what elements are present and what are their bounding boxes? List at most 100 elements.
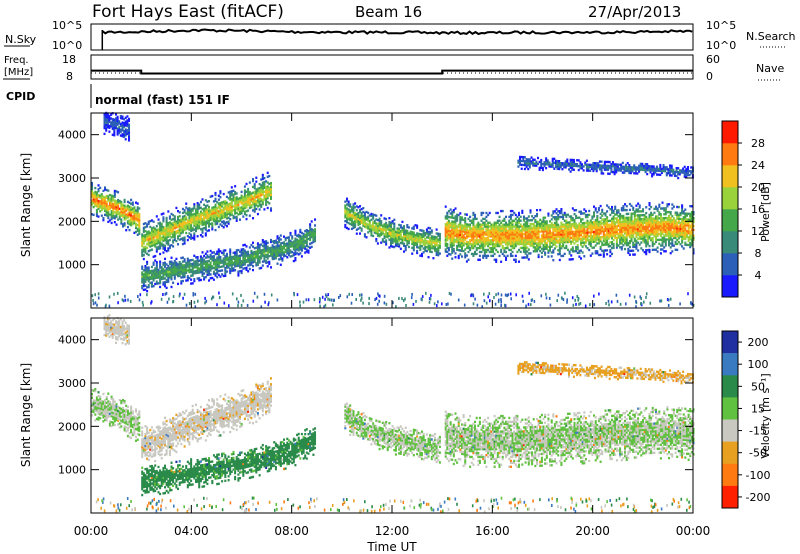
heatmap-cell: [230, 201, 233, 205]
heatmap-cell: [122, 205, 125, 209]
heatmap-cell: [620, 230, 623, 233]
heatmap-cell: [95, 197, 98, 200]
heatmap-cell: [344, 204, 347, 207]
heatmap-cell: [258, 247, 261, 251]
heatmap-cell: [643, 221, 646, 225]
heatmap-cell: [363, 211, 366, 215]
heatmap-cell: [240, 265, 243, 269]
heatmap-cell: [464, 219, 467, 222]
heatmap-cell: [201, 221, 204, 225]
heatmap-cell: [602, 253, 605, 256]
heatmap-cell: [310, 241, 313, 245]
heatmap-cell: [199, 212, 202, 215]
heatmap-cell: [347, 227, 350, 231]
heatmap-cell: [630, 218, 633, 221]
heatmap-cell: [668, 236, 671, 239]
heatmap-cell: [462, 224, 465, 227]
heatmap-cell: [107, 210, 110, 214]
heatmap-cell: [230, 265, 233, 268]
heatmap-cell: [552, 237, 555, 240]
heatmap-cell: [368, 214, 371, 217]
heatmap-cell: [438, 234, 441, 238]
heatmap-cell: [172, 231, 175, 234]
heatmap-cell: [531, 230, 534, 234]
heatmap-cell: [414, 239, 417, 243]
heatmap-cell: [385, 223, 388, 227]
heatmap-cell: [196, 257, 199, 261]
heatmap-cell: [245, 182, 248, 186]
heatmap-cell: [128, 215, 131, 218]
heatmap-cell: [549, 235, 552, 239]
heatmap-cell: [186, 227, 189, 230]
heatmap-cell: [181, 221, 184, 224]
heatmap-cell: [256, 242, 259, 245]
heatmap-cell: [239, 264, 242, 267]
heatmap-cell: [146, 276, 149, 279]
heatmap-cell: [427, 242, 430, 245]
heatmap-cell: [609, 229, 612, 232]
heatmap-cell: [645, 239, 648, 242]
heatmap-cell: [142, 240, 145, 243]
heatmap-cell: [270, 185, 273, 189]
heatmap-cell: [283, 247, 286, 250]
heatmap-cell: [234, 204, 237, 207]
heatmap-cell: [519, 239, 522, 242]
heatmap-cell: [451, 251, 454, 254]
heatmap-cell: [615, 211, 618, 214]
heatmap-cell: [469, 229, 472, 232]
heatmap-cell: [620, 232, 623, 235]
heatmap-cell: [160, 228, 163, 232]
heatmap-cell: [614, 227, 617, 230]
heatmap-cell: [430, 235, 433, 238]
heatmap-cell: [209, 269, 212, 272]
heatmap-cell: [628, 220, 631, 223]
heatmap-cell: [501, 252, 504, 256]
heatmap-cell: [258, 243, 261, 247]
heatmap-cell: [286, 236, 289, 239]
heatmap-cell: [229, 204, 232, 207]
heatmap-cell: [235, 211, 238, 215]
heatmap-cell: [656, 223, 659, 226]
heatmap-cell: [391, 222, 394, 225]
heatmap-cell: [451, 216, 454, 219]
heatmap-cell: [128, 223, 131, 226]
heatmap-cell: [633, 245, 636, 248]
heatmap-cell: [227, 266, 230, 269]
heatmap-cell: [214, 209, 217, 212]
heatmap-cell: [261, 248, 264, 252]
heatmap-cell: [142, 254, 145, 257]
heatmap-cell: [576, 224, 579, 227]
heatmap-cell: [250, 204, 253, 207]
heatmap-cell: [190, 219, 193, 223]
heatmap-cell: [141, 239, 144, 242]
heatmap-cell: [154, 267, 157, 270]
heatmap-cell: [347, 221, 350, 225]
heatmap-cell: [305, 248, 308, 251]
heatmap-cell: [204, 199, 207, 202]
heatmap-cell: [221, 203, 224, 206]
heatmap-cell: [149, 271, 152, 275]
heatmap-cell: [542, 228, 545, 231]
heatmap-cell: [514, 221, 517, 224]
heatmap-cell: [576, 226, 579, 229]
heatmap-cell: [419, 233, 422, 236]
heatmap-cell: [516, 223, 519, 226]
heatmap-cell: [147, 232, 150, 235]
heatmap-cell: [575, 234, 578, 237]
heatmap-cell: [609, 241, 612, 244]
heatmap-cell: [149, 239, 152, 242]
heatmap-cell: [552, 212, 555, 215]
heatmap-cell: [247, 197, 250, 201]
heatmap-cell: [201, 208, 204, 211]
heatmap-cell: [637, 214, 640, 217]
heatmap-cell: [638, 227, 641, 231]
heatmap-cell: [177, 265, 180, 268]
heatmap-cell: [643, 241, 646, 244]
heatmap-cell: [208, 229, 211, 232]
heatmap-cell: [367, 223, 370, 226]
heatmap-cell: [480, 244, 483, 248]
heatmap-cell: [229, 202, 232, 205]
heatmap-cell: [461, 224, 464, 227]
heatmap-cell: [638, 218, 641, 221]
heatmap-cell: [177, 215, 180, 219]
